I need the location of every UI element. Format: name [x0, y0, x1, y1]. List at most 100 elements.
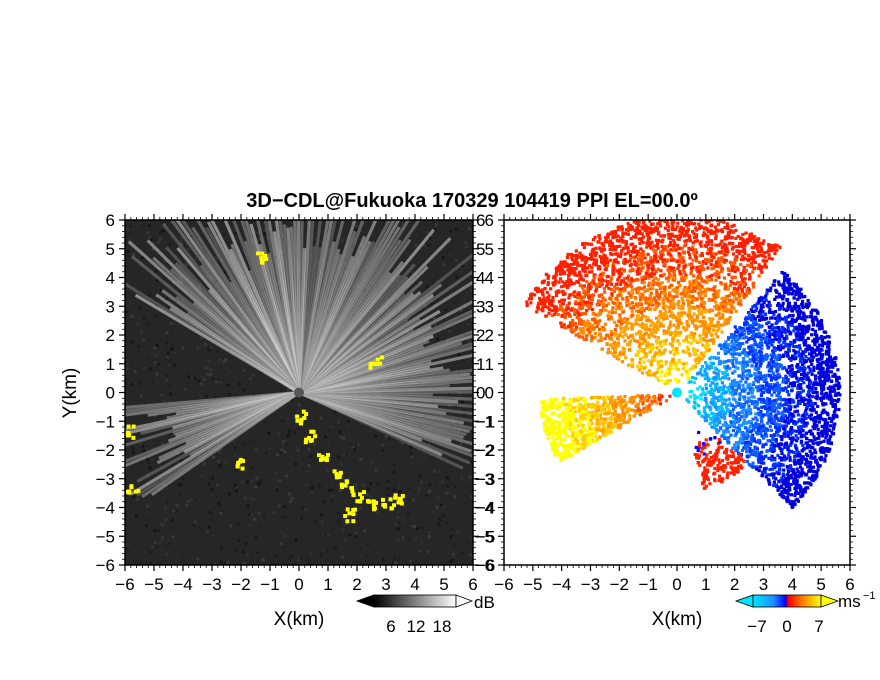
snr-speckle — [165, 341, 169, 345]
velocity-approach-cell — [659, 322, 663, 326]
velocity-approach-cell — [579, 274, 583, 278]
velocity-recede-cell — [793, 371, 798, 375]
snr-speckle — [144, 322, 148, 326]
velocity-approach-cell — [652, 276, 656, 280]
velocity-approach-cell — [741, 232, 745, 237]
velocity-approach-cell — [673, 315, 678, 319]
velocity-approach-cell — [541, 280, 545, 285]
x-tick-label: 4 — [410, 575, 419, 594]
velocity-approach-cell — [697, 291, 701, 295]
snr-speckle — [232, 440, 236, 444]
snr-masked-cell — [260, 258, 265, 263]
velocity-approach-cell — [622, 350, 626, 354]
velocity-approach-cell — [540, 307, 544, 312]
velocity-approach-cell — [649, 259, 653, 263]
snr-masked-cell — [236, 460, 241, 465]
velocity-approach-cell — [671, 288, 675, 292]
snr-speckle — [457, 353, 461, 357]
velocity-approach-cell — [720, 304, 724, 309]
velocity-approach-cell — [568, 266, 572, 270]
snr-speckle — [157, 362, 161, 366]
velocity-approach-cell — [636, 349, 640, 354]
velocity-approach-cell — [564, 262, 568, 266]
velocity-approach-cell — [728, 283, 732, 287]
snr-masked-cell — [295, 418, 300, 423]
snr-speckle — [470, 359, 473, 363]
velocity-approach-cell — [698, 224, 702, 228]
velocity-approach-cell — [740, 242, 744, 246]
velocity-approach-cell — [577, 335, 581, 339]
snr-speckle — [448, 329, 452, 333]
velocity-approach-cell — [621, 279, 626, 283]
velocity-approach-cell — [702, 305, 706, 310]
velocity-approach-cell — [697, 307, 701, 311]
y-tick-label: 4 — [106, 269, 115, 288]
velocity-approach-cell — [624, 228, 629, 232]
velocity-approach-cell — [701, 233, 705, 238]
velocity-approach-cell — [725, 318, 729, 322]
velocity-approach-cell — [613, 232, 618, 236]
x-tick-label: −6 — [115, 575, 134, 594]
velocity-recede-cell — [793, 454, 797, 459]
snr-speckle — [193, 520, 197, 524]
velocity-approach-cell — [650, 240, 654, 244]
velocity-approach-cell — [705, 240, 709, 244]
snr-speckle — [170, 347, 174, 351]
velocity-approach-cell — [704, 220, 708, 224]
velocity-approach-cell — [726, 308, 730, 312]
snr-speckle — [285, 417, 289, 421]
snr-speckle — [411, 524, 415, 528]
velocity-recede-cell — [805, 446, 809, 450]
velocity-approach-cell — [686, 348, 690, 352]
velocity-approach-cell — [659, 370, 664, 374]
velocity-approach-cell — [597, 240, 601, 244]
velocity-approach-cell — [550, 313, 554, 318]
velocity-approach-cell — [608, 239, 613, 243]
snr-speckle — [173, 363, 177, 367]
snr-speckle — [448, 252, 452, 256]
velocity-approach-cell — [655, 228, 659, 233]
snr-speckle — [233, 483, 237, 487]
snr-speckle — [345, 424, 349, 428]
snr-speckle — [156, 562, 160, 565]
velocity-approach-cell — [723, 237, 727, 241]
snr-speckle — [321, 561, 325, 565]
snr-speckle — [470, 288, 473, 292]
velocity-approach-cell — [594, 260, 598, 264]
snr-speckle — [128, 238, 132, 242]
velocity-approach-cell — [583, 261, 588, 265]
snr-speckle — [312, 465, 316, 469]
velocity-recede-cell — [750, 364, 754, 368]
velocity-approach-cell — [681, 349, 685, 353]
velocity-approach-cell — [662, 220, 666, 222]
velocity-approach-cell — [751, 281, 756, 285]
velocity-approach-cell — [603, 290, 607, 294]
snr-masked-cell — [391, 503, 396, 508]
snr-speckle — [448, 242, 452, 246]
velocity-recede-cell — [813, 329, 818, 333]
velocity-approach-cell — [685, 224, 689, 228]
snr-speckle — [438, 518, 442, 522]
velocity-approach-cell — [559, 262, 563, 266]
velocity-approach-cell — [684, 273, 688, 277]
snr-speckle — [211, 377, 215, 381]
velocity-approach-cell — [676, 330, 680, 335]
velocity-approach-cell — [697, 282, 701, 286]
velocity-approach-cell — [722, 276, 727, 280]
velocity-recede-cell — [792, 304, 796, 309]
velocity-approach-cell — [722, 258, 726, 262]
velocity-approach-cell — [630, 362, 634, 366]
velocity-recede-cell — [742, 418, 747, 422]
snr-speckle — [321, 240, 325, 244]
snr-speckle — [240, 252, 244, 256]
snr-speckle — [325, 468, 329, 472]
velocity-approach-cell — [686, 324, 691, 328]
velocity-approach-cell — [739, 298, 743, 302]
velocity-approach-cell — [629, 284, 634, 289]
snr-masked-cell — [396, 500, 401, 505]
velocity-approach-cell — [723, 225, 727, 230]
velocity-approach-cell — [738, 281, 743, 285]
snr-masked-cell — [358, 499, 363, 504]
velocity-approach-cell — [628, 341, 632, 345]
velocity-approach-cell — [549, 287, 553, 291]
